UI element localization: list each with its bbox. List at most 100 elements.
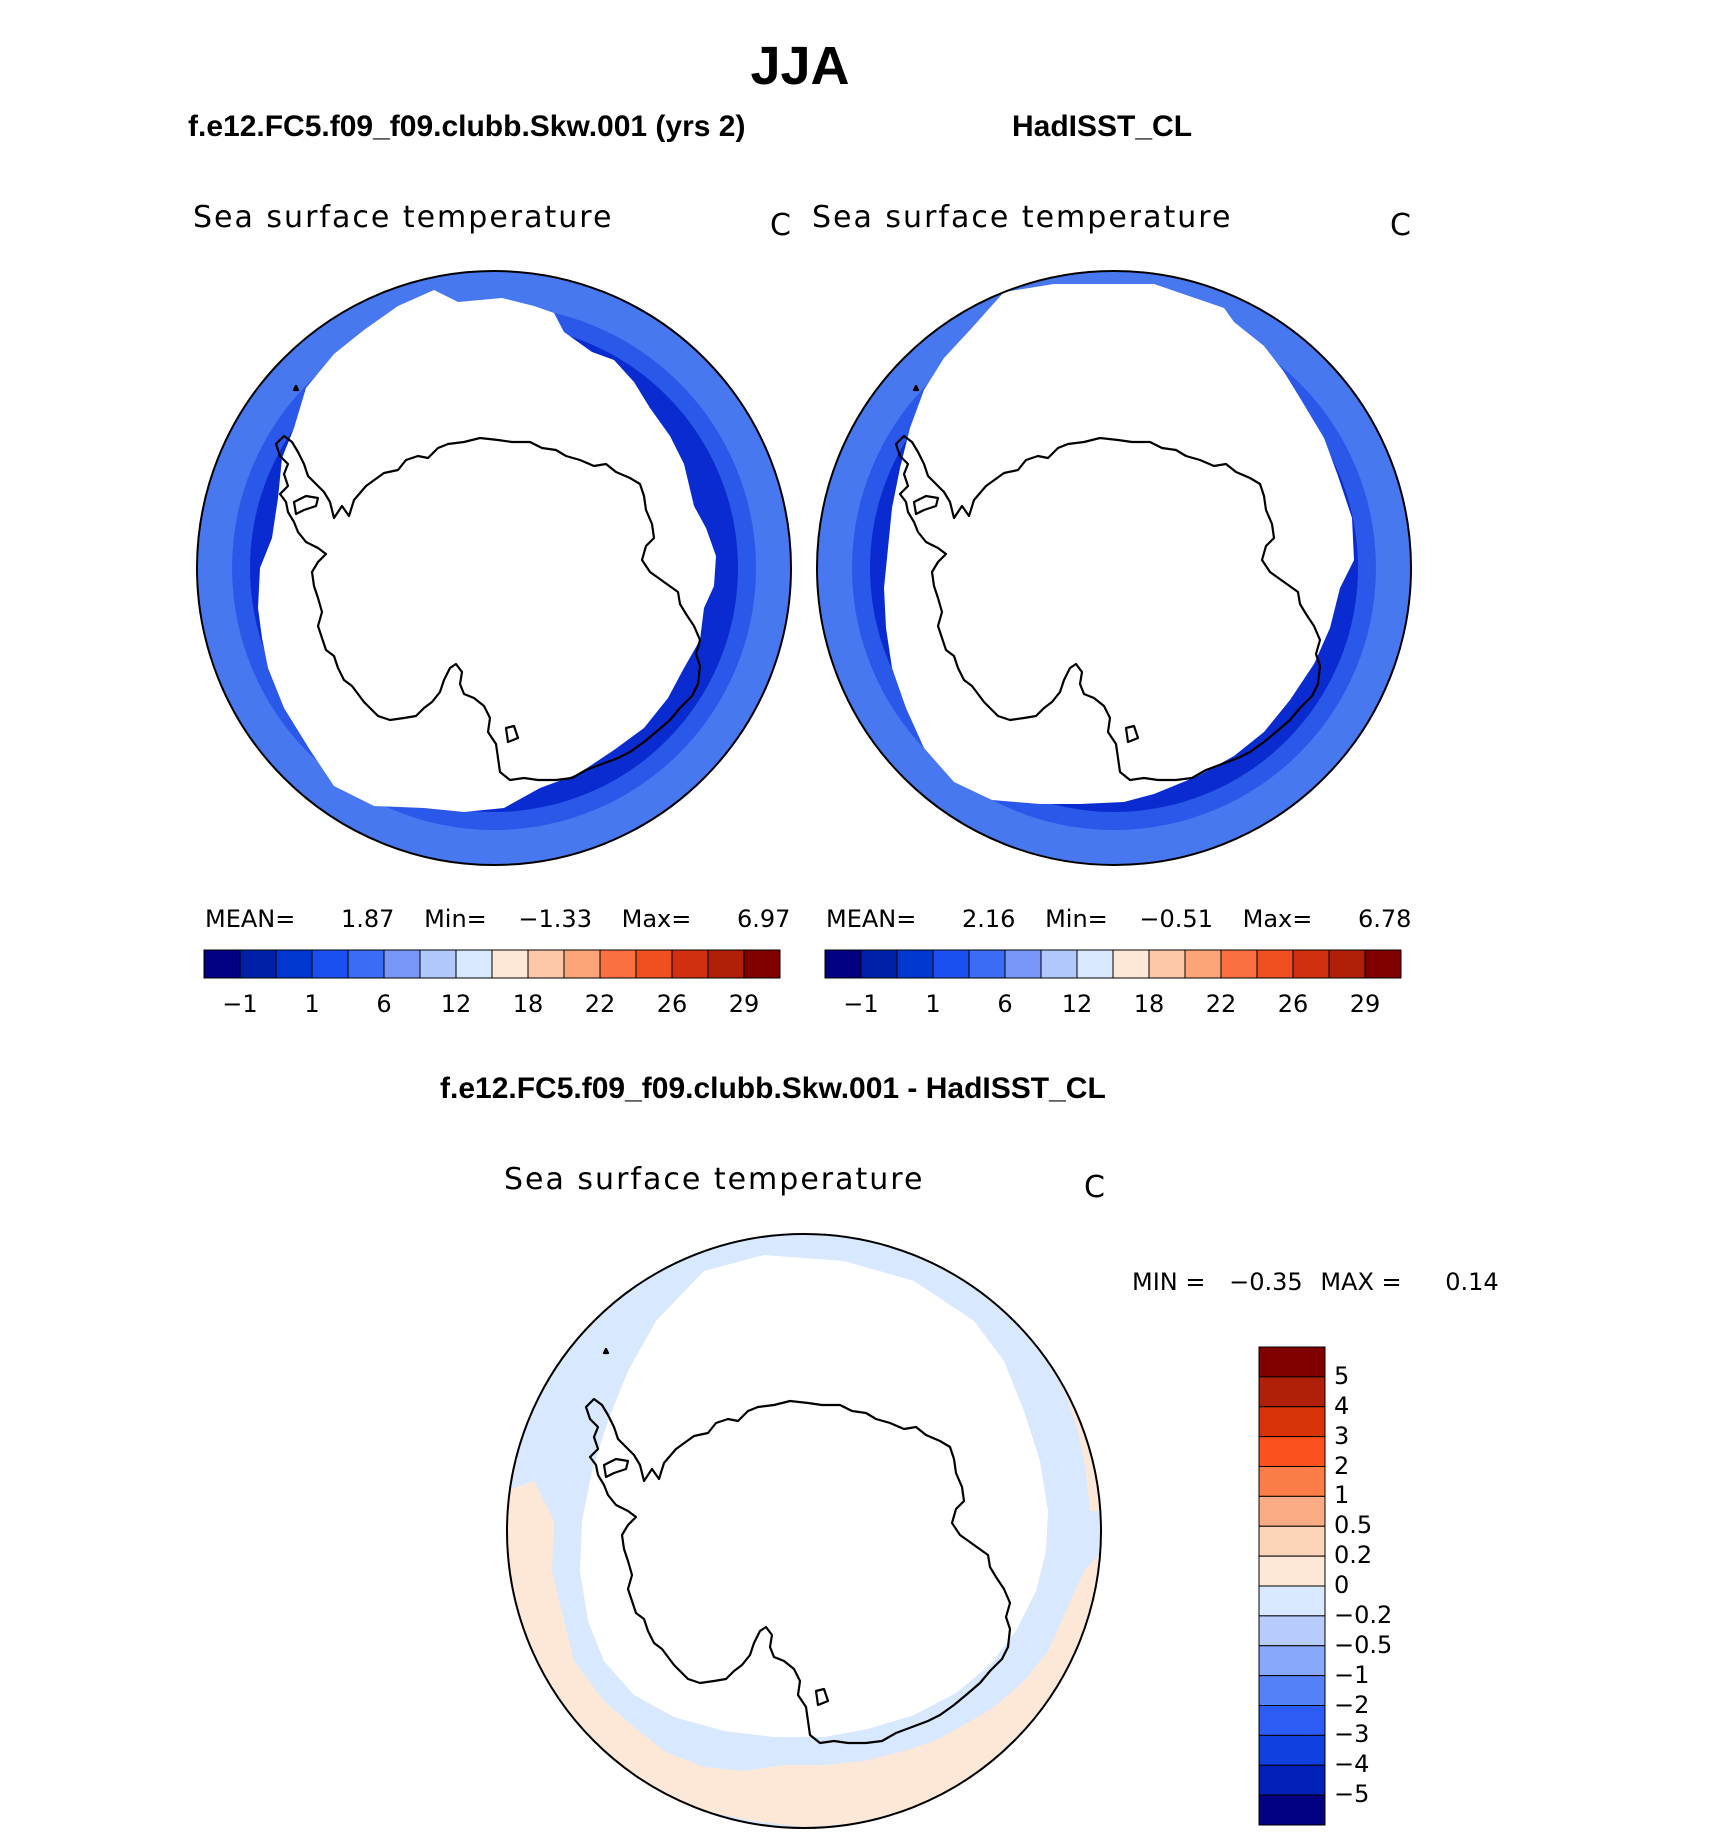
colorbar-tick-label: 26 — [1277, 990, 1309, 1018]
model-mean-value: 1.87 — [341, 905, 395, 933]
diff-units-label: C — [1084, 1170, 1105, 1205]
model-mean-label: MEAN= — [205, 905, 296, 933]
model-colorbar — [203, 949, 781, 979]
obs-colorbar — [824, 949, 1402, 979]
colorbar-swatch — [1256, 949, 1294, 979]
colorbar-swatch — [1258, 1376, 1326, 1408]
colorbar-swatch — [491, 949, 529, 979]
colorbar-swatch — [1258, 1705, 1326, 1736]
colorbar-swatch — [383, 949, 421, 979]
colorbar-tick-label: 1 — [925, 990, 941, 1018]
colorbar-swatch — [1258, 1466, 1326, 1497]
colorbar-swatch — [1258, 1675, 1326, 1706]
colorbar-swatch — [311, 949, 349, 979]
colorbar-swatch — [347, 949, 385, 979]
colorbar-swatch — [203, 949, 241, 979]
colorbar-swatch — [1258, 1734, 1326, 1766]
colorbar-swatch — [896, 949, 934, 979]
colorbar-swatch — [563, 949, 601, 979]
colorbar-tick-label: 29 — [1349, 990, 1381, 1018]
colorbar-swatch — [1258, 1346, 1326, 1378]
colorbar-swatch — [1220, 949, 1258, 979]
colorbar-tick-label: 12 — [1061, 990, 1093, 1018]
colorbar-swatch — [743, 949, 781, 979]
colorbar-swatch — [239, 949, 277, 979]
colorbar-tick-label: 6 — [376, 990, 392, 1018]
colorbar-tick-label: 22 — [1205, 990, 1237, 1018]
model-variable-label: Sea surface temperature — [193, 200, 614, 235]
obs-min-value: −0.51 — [1139, 905, 1213, 933]
colorbar-tick-label: −1 — [1334, 1660, 1370, 1689]
colorbar-tick-label: 3 — [1334, 1421, 1350, 1450]
colorbar-tick-label: −5 — [1334, 1780, 1370, 1809]
colorbar-swatch — [1258, 1406, 1326, 1438]
colorbar-tick-label: −3 — [1334, 1720, 1370, 1749]
diff-stats: MIN = −0.35 MAX = 0.14 — [1132, 1268, 1499, 1296]
diff-min-value: −0.35 — [1229, 1268, 1303, 1296]
obs-units-label: C — [1390, 208, 1411, 243]
colorbar-swatch — [671, 949, 709, 979]
colorbar-swatch — [1258, 1585, 1326, 1617]
diff-map-border — [506, 1233, 1102, 1829]
colorbar-swatch — [968, 949, 1006, 979]
diff-case-title: f.e12.FC5.f09_f09.clubb.Skw.001 - HadISS… — [440, 1072, 1106, 1105]
colorbar-tick-label: 18 — [512, 990, 544, 1018]
colorbar-swatch — [932, 949, 970, 979]
colorbar-tick-label: 4 — [1334, 1391, 1350, 1420]
colorbar-tick-label: −4 — [1334, 1750, 1370, 1779]
colorbar-swatch — [275, 949, 313, 979]
colorbar-tick-label: −2 — [1334, 1690, 1370, 1719]
colorbar-swatch — [635, 949, 673, 979]
model-units-label: C — [770, 208, 791, 243]
colorbar-tick-label: 2 — [1334, 1451, 1350, 1480]
model-min-value: −1.33 — [518, 905, 592, 933]
colorbar-swatch — [1258, 1436, 1326, 1467]
colorbar-swatch — [824, 949, 862, 979]
obs-max-value: 6.78 — [1357, 905, 1412, 933]
model-map — [196, 270, 792, 866]
colorbar-tick-label: −0.5 — [1334, 1630, 1393, 1659]
colorbar-swatch — [1040, 949, 1078, 979]
diff-map — [506, 1233, 1102, 1829]
colorbar-tick-label: −0.2 — [1334, 1600, 1393, 1629]
main-title: JJA — [750, 36, 850, 96]
colorbar-swatch — [455, 949, 493, 979]
colorbar-tick-label: 6 — [997, 990, 1013, 1018]
model-max-label: Max= — [621, 905, 692, 933]
colorbar-swatch — [1364, 949, 1402, 979]
diff-max-label: MAX = — [1320, 1268, 1402, 1296]
colorbar-swatch — [1258, 1555, 1326, 1587]
colorbar-tick-label: 5 — [1334, 1361, 1350, 1390]
model-min-label: Min= — [424, 905, 487, 933]
colorbar-swatch — [707, 949, 745, 979]
colorbar-tick-label: 0 — [1334, 1571, 1350, 1599]
colorbar-swatch — [1076, 949, 1114, 979]
model-case-title: f.e12.FC5.f09_f09.clubb.Skw.001 (yrs 2) — [188, 110, 746, 143]
colorbar-swatch — [599, 949, 637, 979]
colorbar-swatch — [1258, 1764, 1326, 1796]
colorbar-tick-label: 0.5 — [1334, 1511, 1373, 1540]
colorbar-swatch — [1004, 949, 1042, 979]
colorbar-tick-label: 0.2 — [1334, 1541, 1373, 1570]
diff-warm-band — [507, 1481, 1101, 1828]
colorbar-swatch — [419, 949, 457, 979]
colorbar-swatch — [1258, 1645, 1326, 1677]
model-stats: MEAN= 1.87 Min= −1.33 Max= 6.97 — [205, 905, 790, 933]
colorbar-swatch — [860, 949, 898, 979]
obs-sea-ice-region — [884, 284, 1354, 804]
diff-colorbar — [1258, 1346, 1326, 1826]
obs-stats: MEAN= 2.16 Min= −0.51 Max= 6.78 — [826, 905, 1411, 933]
obs-case-title: HadISST_CL — [1012, 110, 1193, 143]
obs-min-label: Min= — [1045, 905, 1108, 933]
obs-map — [816, 270, 1412, 866]
colorbar-swatch — [1112, 949, 1150, 979]
colorbar-swatch — [1148, 949, 1186, 979]
model-sea-ice-region — [258, 290, 716, 812]
obs-map-border — [816, 270, 1412, 866]
colorbar-tick-label: 12 — [440, 990, 472, 1018]
obs-max-label: Max= — [1242, 905, 1313, 933]
colorbar-swatch — [1292, 949, 1330, 979]
colorbar-tick-label: 18 — [1133, 990, 1165, 1018]
obs-mean-label: MEAN= — [826, 905, 917, 933]
colorbar-tick-label: 22 — [584, 990, 616, 1018]
